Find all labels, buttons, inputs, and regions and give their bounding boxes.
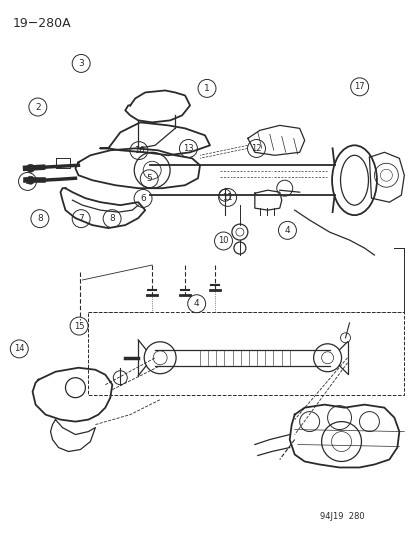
Text: 94J19  280: 94J19 280: [319, 512, 363, 521]
Text: 8: 8: [109, 214, 115, 223]
Text: 4: 4: [193, 299, 199, 308]
Text: 4: 4: [284, 226, 290, 235]
Text: 13: 13: [183, 144, 193, 153]
Text: 1: 1: [204, 84, 209, 93]
Text: 3: 3: [78, 59, 84, 68]
Text: 15: 15: [74, 321, 84, 330]
Text: 14: 14: [14, 344, 24, 353]
Text: 16: 16: [133, 146, 144, 155]
Text: 6: 6: [140, 194, 145, 203]
Text: 10: 10: [218, 237, 228, 246]
Text: 9: 9: [25, 177, 30, 186]
Text: 2: 2: [35, 102, 40, 111]
Text: 17: 17: [354, 82, 364, 91]
Circle shape: [26, 164, 35, 172]
Circle shape: [26, 176, 35, 184]
Text: 12: 12: [251, 144, 261, 153]
Text: 11: 11: [222, 193, 233, 202]
Text: 5: 5: [146, 174, 152, 183]
Text: 19−280A: 19−280A: [13, 17, 71, 30]
Text: 7: 7: [78, 214, 84, 223]
Text: 8: 8: [37, 214, 43, 223]
